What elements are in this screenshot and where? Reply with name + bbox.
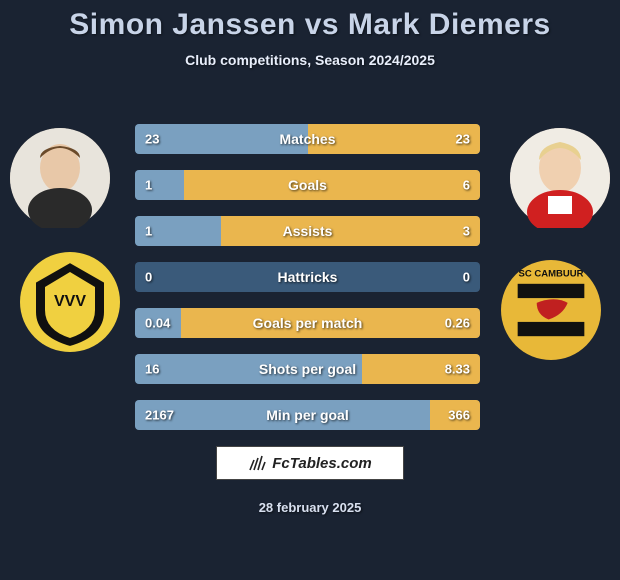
stat-row: 1 6 Goals: [135, 170, 480, 200]
stat-value-right: 23: [456, 132, 470, 147]
stat-value-right: 0.26: [445, 316, 470, 331]
page-title: Simon Janssen vs Mark Diemers: [0, 8, 620, 42]
stat-metric: Matches: [279, 131, 335, 147]
stat-value-right: 366: [448, 408, 470, 423]
stat-metric: Min per goal: [266, 407, 348, 423]
stat-metric: Assists: [283, 223, 333, 239]
stat-row: 2167 366 Min per goal: [135, 400, 480, 430]
stat-fill-right: [221, 216, 480, 246]
stat-metric: Goals per match: [253, 315, 363, 331]
stat-row: 0 0 Hattricks: [135, 262, 480, 292]
brand-icon: [248, 454, 266, 472]
brand-badge[interactable]: FcTables.com: [216, 446, 404, 480]
player-right-avatar: [510, 128, 610, 228]
stat-row: 23 23 Matches: [135, 124, 480, 154]
stat-value-left: 0: [145, 270, 152, 285]
date-text: 28 february 2025: [259, 500, 362, 515]
stat-row: 1 3 Assists: [135, 216, 480, 246]
stat-metric: Hattricks: [278, 269, 338, 285]
stat-metric: Goals: [288, 177, 327, 193]
stat-fill-left: [135, 170, 184, 200]
brand-text: FcTables.com: [272, 455, 371, 472]
stat-row: 16 8.33 Shots per goal: [135, 354, 480, 384]
stat-value-left: 1: [145, 178, 152, 193]
player-left-avatar: [10, 128, 110, 228]
subtitle: Club competitions, Season 2024/2025: [0, 52, 620, 68]
stat-value-left: 0.04: [145, 316, 170, 331]
stat-value-right: 6: [463, 178, 470, 193]
comparison-bars: 2323Matches16Goals13Assists00Hattricks0.…: [135, 124, 480, 446]
stat-value-left: 23: [145, 132, 159, 147]
club-left-badge: VVV: [20, 252, 120, 352]
stat-value-left: 1: [145, 224, 152, 239]
stat-value-right: 3: [463, 224, 470, 239]
stat-value-right: 0: [463, 270, 470, 285]
club-right-badge: SC CAMBUUR: [501, 260, 601, 360]
stat-fill-right: [184, 170, 480, 200]
stat-value-left: 2167: [145, 408, 174, 423]
svg-text:VVV: VVV: [54, 293, 86, 310]
stat-value-right: 8.33: [445, 362, 470, 377]
stat-row: 0.04 0.26 Goals per match: [135, 308, 480, 338]
stat-metric: Shots per goal: [259, 361, 356, 377]
stat-value-left: 16: [145, 362, 159, 377]
svg-text:SC CAMBUUR: SC CAMBUUR: [518, 269, 583, 280]
